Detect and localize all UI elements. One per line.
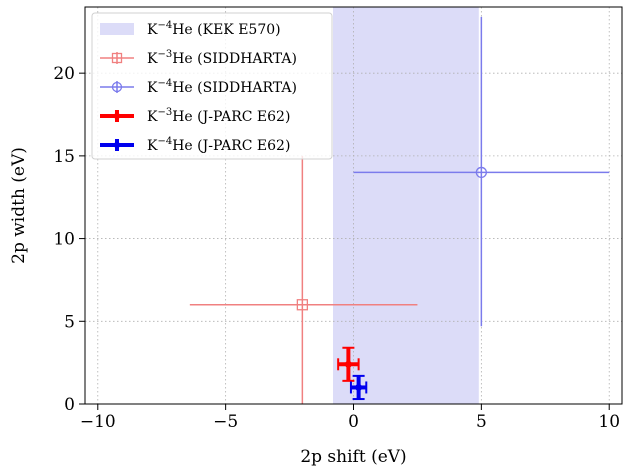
x-tick-label-0: −10 (80, 412, 116, 432)
y-tick-label-1: 5 (64, 312, 75, 332)
legend-handle-1-marker (111, 81, 123, 93)
x-axis-label: 2p shift (eV) (300, 447, 406, 467)
series-2 (337, 346, 360, 382)
series-0 (189, 155, 418, 404)
legend-handle-2 (100, 110, 134, 122)
series-1 (353, 16, 610, 327)
series-0-marker-0 (296, 299, 309, 311)
x-tick-label-4: 10 (598, 412, 620, 432)
y-axis-label: 2p width (eV) (9, 147, 29, 264)
legend-handle-3-marker (113, 141, 121, 149)
legend-handle-0-marker (111, 52, 123, 64)
legend: K−4He (KEK E570) K−3He (SIDDHARTA) K−4He (… (91, 12, 333, 160)
series-2-marker-0 (344, 360, 352, 368)
legend-label-2: K−3He (J-PARC E62) (147, 107, 290, 125)
kek-band-layer (333, 7, 479, 404)
legend-handle-0 (100, 52, 134, 64)
series-1-marker-0 (475, 166, 488, 179)
legend-box (91, 12, 333, 160)
x-tick-label-3: 5 (476, 412, 487, 432)
series-layer (189, 16, 610, 404)
legend-label-3: K−4He (J-PARC E62) (147, 136, 290, 154)
y-tick-label-3: 15 (53, 147, 75, 167)
x-tick-label-1: −5 (213, 412, 238, 432)
ticks: −10 −5 0 5 10 0 5 10 15 20 (53, 64, 620, 432)
series-3 (349, 374, 368, 401)
y-tick-label-0: 0 (64, 395, 75, 415)
y-tick-label-4: 20 (53, 64, 75, 84)
legend-handle-3 (100, 139, 134, 151)
legend-handle-2-marker (113, 112, 121, 120)
legend-handle-1 (100, 81, 134, 93)
x-tick-label-2: 0 (348, 412, 359, 432)
legend-label-0: K−3He (SIDDHARTA) (147, 49, 297, 67)
legend-handle-band (100, 23, 134, 35)
y-tick-label-2: 10 (53, 230, 75, 250)
kek-band-inner (333, 7, 405, 404)
legend-label-1: K−4He (SIDDHARTA) (147, 78, 297, 96)
series-3-marker-0 (355, 383, 363, 391)
legend-label-band: K−4He (KEK E570) (147, 20, 281, 38)
